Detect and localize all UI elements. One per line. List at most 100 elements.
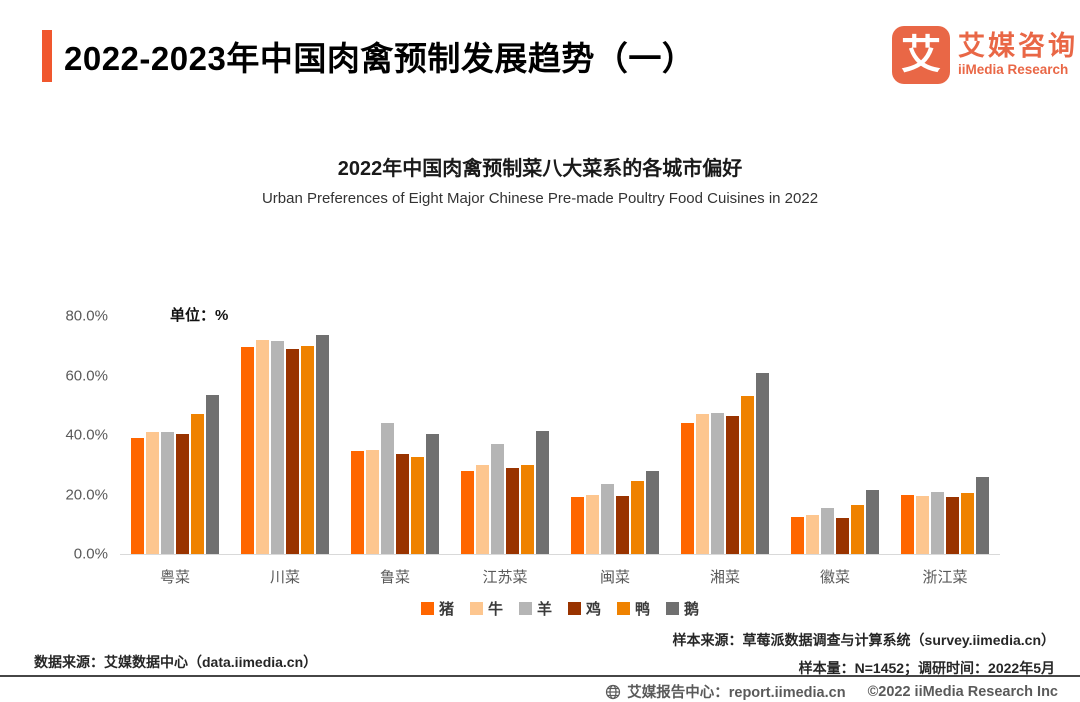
legend-swatch-猪 <box>420 602 434 615</box>
iimedia-logo: 艾 艾媒咨询 iiMedia Research <box>892 26 1078 84</box>
legend-label-牛: 牛 <box>487 601 503 618</box>
bar-group-鲁菜 <box>340 316 450 554</box>
globe-icon <box>606 684 621 699</box>
legend-label-猪: 猪 <box>438 601 454 618</box>
bar-川菜-牛 <box>256 339 269 554</box>
legend: 猪牛羊鸡鸭鹅 <box>120 598 1000 619</box>
chart-subtitle: Urban Preferences of Eight Major Chinese… <box>261 190 819 207</box>
x-label-鲁菜: 鲁菜 <box>379 569 410 586</box>
bar-group-徽菜 <box>780 316 890 554</box>
bar-闽菜-牛 <box>586 494 599 554</box>
chart-title: 2022年中国肉禽预制菜八大菜系的各城市偏好 <box>337 158 743 180</box>
bar-group-粤菜 <box>120 316 230 554</box>
bar-徽菜-猪 <box>791 516 804 554</box>
bar-group-浙江菜 <box>890 316 1000 554</box>
legend-swatch-鸡 <box>568 602 581 615</box>
legend-item-猪: 猪 <box>420 598 454 619</box>
x-label-粤菜: 粤菜 <box>159 569 190 586</box>
page-title: 2022-2023年中国肉禽预制发展趋势（一） <box>64 40 696 77</box>
bar-粤菜-鸡 <box>176 433 189 554</box>
legend-item-牛: 牛 <box>469 598 503 619</box>
bar-闽菜-鸭 <box>631 481 644 554</box>
bar-粤菜-牛 <box>146 432 159 554</box>
bar-浙江菜-鸡 <box>946 497 959 554</box>
data-source-note: 数据来源：艾媒数据中心（data.iimedia.cn） <box>34 654 318 670</box>
legend-item-鸭: 鸭 <box>617 598 650 619</box>
y-tick-20: 20.0% <box>65 486 108 503</box>
bar-浙江菜-牛 <box>916 496 929 554</box>
bar-鲁菜-猪 <box>351 451 364 554</box>
bar-江苏菜-鸭 <box>521 464 534 554</box>
plot-area <box>120 316 1000 555</box>
sample-source-note: 样本来源：草莓派数据调查与计算系统（survey.iimedia.cn） <box>672 632 1055 648</box>
logo-glyph: 艾 <box>901 33 941 77</box>
bar-浙江菜-羊 <box>931 491 944 554</box>
bar-湘菜-羊 <box>711 412 724 554</box>
bar-group-川菜 <box>230 316 340 554</box>
bar-湘菜-鹅 <box>756 372 769 554</box>
footer-divider <box>0 675 1080 677</box>
y-tick-40: 40.0% <box>65 426 108 444</box>
unit-label: 单位：% <box>170 307 229 324</box>
bar-江苏菜-鸡 <box>506 467 519 554</box>
bar-鲁菜-羊 <box>381 423 394 554</box>
bar-川菜-鸡 <box>286 348 299 554</box>
bar-徽菜-羊 <box>821 507 834 554</box>
bar-鲁菜-鸡 <box>396 454 409 554</box>
logo-name-cn: 艾媒咨询 <box>958 31 1078 62</box>
legend-label-羊: 羊 <box>536 601 552 618</box>
sample-notes: 样本来源：草莓派数据调查与计算系统（survey.iimedia.cn） 样本量… <box>673 630 1055 678</box>
bar-浙江菜-鸭 <box>961 493 974 554</box>
bar-闽菜-猪 <box>571 497 584 554</box>
legend-item-鸡: 鸡 <box>568 598 601 619</box>
y-axis: 80.0% 60.0% 40.0% 20.0% 0.0% <box>50 308 108 563</box>
bar-group-湘菜 <box>670 316 780 554</box>
legend-label-鸭: 鸭 <box>635 601 651 618</box>
bar-江苏菜-鹅 <box>536 430 549 554</box>
legend-swatch-牛 <box>469 602 483 615</box>
legend-label-鸡: 鸡 <box>586 601 602 618</box>
bar-浙江菜-鹅 <box>976 476 989 554</box>
x-label-徽菜: 徽菜 <box>819 569 850 586</box>
bar-group-江苏菜 <box>450 316 560 554</box>
bar-鲁菜-鹅 <box>426 433 439 554</box>
sample-size-note: 样本量：N=1452；调研时间：2022年5月 <box>798 660 1055 676</box>
legend-label-鹅: 鹅 <box>684 601 700 618</box>
x-label-川菜: 川菜 <box>269 569 300 586</box>
bar-闽菜-鸡 <box>616 496 629 554</box>
logo-text: 艾媒咨询 iiMedia Research <box>958 31 1078 78</box>
bar-湘菜-猪 <box>681 423 694 554</box>
bar-川菜-羊 <box>271 341 284 554</box>
bar-粤菜-羊 <box>161 432 174 554</box>
bar-湘菜-鸭 <box>741 396 754 554</box>
bar-湘菜-牛 <box>696 414 709 554</box>
x-label-闽菜: 闽菜 <box>599 569 630 586</box>
x-label-江苏菜: 江苏菜 <box>482 569 528 586</box>
bar-鲁菜-牛 <box>366 449 379 554</box>
y-tick-80: 80.0% <box>65 307 108 325</box>
bar-闽菜-鹅 <box>646 470 659 554</box>
bar-江苏菜-牛 <box>476 464 489 554</box>
bar-徽菜-鹅 <box>866 490 879 554</box>
bar-川菜-猪 <box>241 347 254 554</box>
x-label-浙江菜: 浙江菜 <box>922 569 968 586</box>
legend-item-羊: 羊 <box>518 598 552 619</box>
x-axis: 粤菜 川菜 鲁菜 江苏菜 闽菜 湘菜 徽菜 浙江菜 <box>120 566 1000 587</box>
bar-徽菜-牛 <box>806 515 819 554</box>
bar-川菜-鹅 <box>316 335 329 554</box>
title-accent-bar <box>42 30 52 82</box>
x-label-湘菜: 湘菜 <box>709 569 740 586</box>
y-tick-60: 60.0% <box>65 367 108 384</box>
bar-川菜-鸭 <box>301 345 314 554</box>
bar-江苏菜-猪 <box>461 470 474 554</box>
logo-name-en: iiMedia Research <box>958 61 1069 77</box>
legend-item-鹅: 鹅 <box>666 598 699 619</box>
footer-copyright: ©2022 iiMedia Research Inc <box>867 683 1058 700</box>
bar-湘菜-鸡 <box>726 415 739 554</box>
bar-闽菜-羊 <box>601 484 614 554</box>
y-tick-0: 0.0% <box>73 545 108 563</box>
bar-浙江菜-猪 <box>901 494 914 554</box>
footer-report-center: 艾媒报告中心：report.iimedia.cn <box>627 685 846 701</box>
legend-swatch-鹅 <box>666 602 680 615</box>
